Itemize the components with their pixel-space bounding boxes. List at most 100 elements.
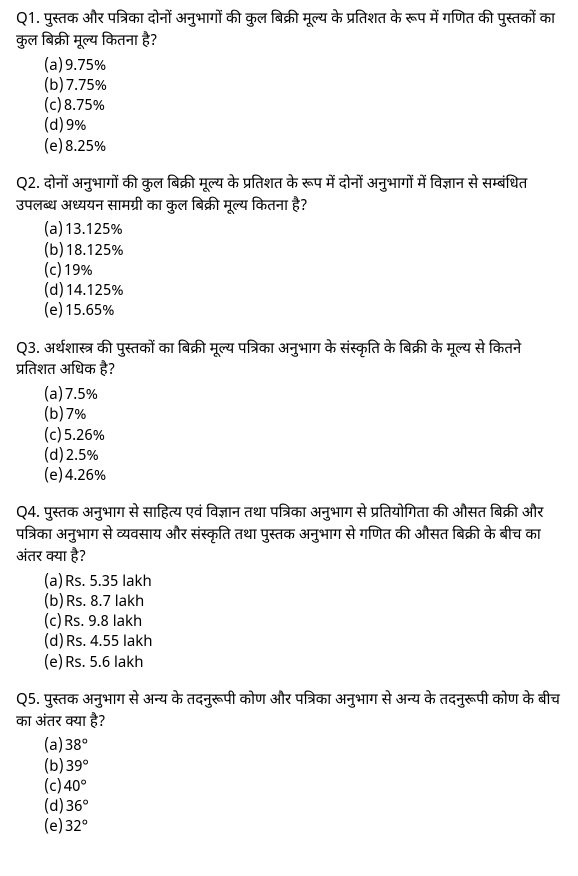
option-item[interactable]: (d) 36°: [44, 799, 562, 819]
options-list: (a) 7.5%(b) 7%(c) 5.26%(d) 2.5%(e) 4.26%: [16, 387, 562, 488]
option-letter: (c): [44, 428, 62, 448]
question-text: Q5. पुस्तक अनुभाग से अन्य के तदनुरूपी को…: [16, 691, 562, 735]
option-letter: (c): [44, 614, 62, 634]
question-text: Q4. पुस्तक अनुभाग से साहित्य एवं विज्ञान…: [16, 504, 562, 569]
question-block: Q2. दोनों अनुभागों की कुल बिक्री मूल्य क…: [16, 175, 562, 324]
option-item[interactable]: (e) 8.25%: [44, 139, 562, 159]
option-value: 19%: [64, 263, 93, 283]
option-letter: (a): [44, 738, 63, 758]
option-item[interactable]: (a) 38°: [44, 738, 562, 758]
question-label: Q1.: [16, 11, 40, 30]
option-letter: (a): [44, 222, 63, 242]
option-item[interactable]: (e) 32°: [44, 819, 562, 839]
option-item[interactable]: (c) 19%: [44, 263, 562, 283]
option-value: 9%: [66, 118, 87, 138]
option-item[interactable]: (d) Rs. 4.55 lakh: [44, 634, 562, 654]
option-value: 15.65%: [65, 303, 115, 323]
option-letter: (b): [44, 407, 64, 427]
question-block: Q1. पुस्तक और पत्रिका दोनों अनुभागों की …: [16, 10, 562, 159]
option-value: 4.26%: [65, 468, 106, 488]
option-item[interactable]: (a) 7.5%: [44, 387, 562, 407]
option-value: 38°: [65, 738, 88, 758]
option-value: 14.125%: [66, 283, 124, 303]
question-label: Q4.: [16, 505, 40, 524]
option-letter: (e): [44, 303, 63, 323]
option-letter: (b): [44, 243, 64, 263]
option-value: 9.75%: [65, 58, 106, 78]
option-item[interactable]: (d) 14.125%: [44, 283, 562, 303]
question-label: Q3.: [16, 341, 40, 360]
option-value: 5.26%: [64, 428, 105, 448]
question-block: Q4. पुस्तक अनुभाग से साहित्य एवं विज्ञान…: [16, 504, 562, 675]
option-letter: (d): [44, 283, 64, 303]
question-block: Q5. पुस्तक अनुभाग से अन्य के तदनुरूपी को…: [16, 691, 562, 840]
option-item[interactable]: (d) 9%: [44, 118, 562, 138]
option-value: 32°: [65, 819, 88, 839]
option-letter: (b): [44, 78, 64, 98]
option-letter: (c): [44, 263, 62, 283]
question-block: Q3. अर्थशास्त्र की पुस्तकों का बिक्री मू…: [16, 340, 562, 489]
option-value: 39°: [66, 759, 89, 779]
option-value: Rs. 5.35 lakh: [65, 574, 152, 594]
option-item[interactable]: (b) Rs. 8.7 lakh: [44, 594, 562, 614]
option-item[interactable]: (d) 2.5%: [44, 448, 562, 468]
option-value: 40°: [64, 779, 87, 799]
option-letter: (a): [44, 58, 63, 78]
option-letter: (d): [44, 634, 64, 654]
option-value: 36°: [66, 799, 89, 819]
question-body: पुस्तक और पत्रिका दोनों अनुभागों की कुल …: [16, 11, 555, 52]
question-body: दोनों अनुभागों की कुल बिक्री मूल्य के प्…: [16, 176, 527, 217]
option-item[interactable]: (b) 7.75%: [44, 78, 562, 98]
option-value: 7.5%: [65, 387, 98, 407]
option-letter: (d): [44, 118, 64, 138]
option-item[interactable]: (c) 5.26%: [44, 428, 562, 448]
option-letter: (c): [44, 779, 62, 799]
option-letter: (d): [44, 799, 64, 819]
option-letter: (b): [44, 759, 64, 779]
option-item[interactable]: (b) 18.125%: [44, 243, 562, 263]
option-letter: (e): [44, 468, 63, 488]
option-value: Rs. 5.6 lakh: [65, 655, 143, 675]
option-value: 7%: [66, 407, 87, 427]
option-item[interactable]: (b) 7%: [44, 407, 562, 427]
option-letter: (b): [44, 594, 64, 614]
option-item[interactable]: (e) Rs. 5.6 lakh: [44, 655, 562, 675]
option-letter: (e): [44, 819, 63, 839]
question-label: Q2.: [16, 176, 40, 195]
question-text: Q2. दोनों अनुभागों की कुल बिक्री मूल्य क…: [16, 175, 562, 219]
question-body: अर्थशास्त्र की पुस्तकों का बिक्री मूल्य …: [16, 341, 521, 382]
question-body: पुस्तक अनुभाग से साहित्य एवं विज्ञान तथा…: [16, 505, 543, 568]
option-item[interactable]: (e) 4.26%: [44, 468, 562, 488]
option-value: 13.125%: [65, 222, 123, 242]
option-letter: (e): [44, 655, 63, 675]
question-text: Q3. अर्थशास्त्र की पुस्तकों का बिक्री मू…: [16, 340, 562, 384]
option-value: 18.125%: [66, 243, 124, 263]
option-item[interactable]: (e) 15.65%: [44, 303, 562, 323]
option-letter: (c): [44, 98, 62, 118]
question-text: Q1. पुस्तक और पत्रिका दोनों अनुभागों की …: [16, 10, 562, 54]
question-body: पुस्तक अनुभाग से अन्य के तदनुरूपी कोण और…: [16, 692, 560, 733]
option-value: 8.75%: [64, 98, 105, 118]
option-value: Rs. 8.7 lakh: [66, 594, 144, 614]
option-value: Rs. 9.8 lakh: [64, 614, 142, 634]
option-item[interactable]: (c) 40°: [44, 779, 562, 799]
option-item[interactable]: (a) Rs. 5.35 lakh: [44, 574, 562, 594]
option-item[interactable]: (c) Rs. 9.8 lakh: [44, 614, 562, 634]
option-letter: (e): [44, 139, 63, 159]
questions-container: Q1. पुस्तक और पत्रिका दोनों अनुभागों की …: [16, 10, 562, 840]
option-value: 7.75%: [66, 78, 107, 98]
option-item[interactable]: (a) 9.75%: [44, 58, 562, 78]
option-item[interactable]: (b) 39°: [44, 759, 562, 779]
option-letter: (a): [44, 574, 63, 594]
options-list: (a) Rs. 5.35 lakh(b) Rs. 8.7 lakh(c) Rs.…: [16, 574, 562, 675]
options-list: (a) 38°(b) 39°(c) 40°(d) 36°(e) 32°: [16, 738, 562, 839]
options-list: (a) 9.75%(b) 7.75%(c) 8.75%(d) 9%(e) 8.2…: [16, 58, 562, 159]
option-item[interactable]: (a) 13.125%: [44, 222, 562, 242]
options-list: (a) 13.125%(b) 18.125%(c) 19%(d) 14.125%…: [16, 222, 562, 323]
option-value: 8.25%: [65, 139, 106, 159]
option-item[interactable]: (c) 8.75%: [44, 98, 562, 118]
option-value: Rs. 4.55 lakh: [66, 634, 153, 654]
option-letter: (d): [44, 448, 64, 468]
option-letter: (a): [44, 387, 63, 407]
option-value: 2.5%: [66, 448, 99, 468]
